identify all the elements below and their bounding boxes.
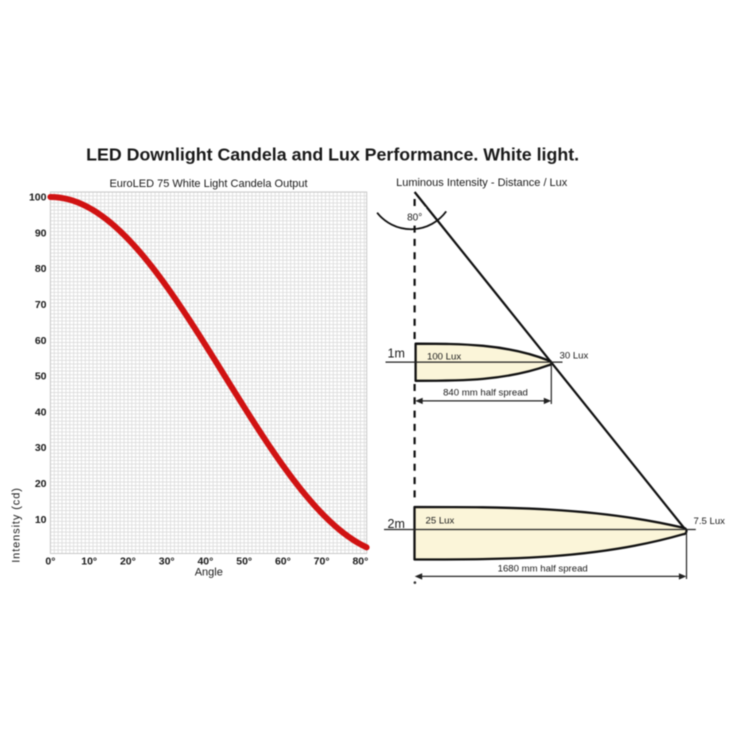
svg-text:20: 20 — [35, 478, 47, 490]
svg-text:40°: 40° — [197, 556, 213, 568]
svg-text:Luminous Intensity - Distance: Luminous Intensity - Distance / Lux — [396, 177, 568, 189]
svg-text:25 Lux: 25 Lux — [426, 515, 455, 526]
svg-text:50°: 50° — [236, 556, 252, 568]
svg-text:840 mm half spread: 840 mm half spread — [443, 387, 528, 398]
svg-text:30°: 30° — [159, 556, 175, 568]
svg-text:EuroLED 75 White Light Candela: EuroLED 75 White Light Candela Output — [109, 178, 307, 190]
svg-text:0°: 0° — [45, 556, 55, 568]
svg-text:60°: 60° — [275, 556, 291, 568]
svg-text:10: 10 — [35, 514, 47, 526]
svg-text:100: 100 — [29, 192, 47, 204]
svg-text:30 Lux: 30 Lux — [560, 350, 589, 361]
svg-text:70°: 70° — [314, 556, 330, 568]
svg-text:LED Downlight Candela and Lux: LED Downlight Candela and Lux Performanc… — [86, 145, 579, 165]
svg-text:Angle: Angle — [195, 567, 223, 579]
svg-text:2m: 2m — [388, 517, 405, 531]
svg-text:7.5 Lux: 7.5 Lux — [694, 516, 726, 527]
svg-text:10°: 10° — [81, 556, 97, 568]
svg-text:80°: 80° — [352, 556, 368, 568]
svg-text:90: 90 — [35, 227, 47, 239]
svg-text:60: 60 — [35, 335, 47, 347]
svg-text:30: 30 — [35, 442, 47, 454]
svg-text:100 Lux: 100 Lux — [427, 351, 461, 362]
svg-text:40: 40 — [35, 406, 47, 418]
svg-text:80°: 80° — [407, 212, 422, 223]
svg-text:20°: 20° — [120, 556, 136, 568]
svg-text:1m: 1m — [388, 347, 405, 361]
svg-text:80: 80 — [35, 263, 47, 275]
svg-text:Intensity (cd): Intensity (cd) — [11, 487, 23, 563]
svg-text:70: 70 — [35, 299, 47, 311]
svg-text:1680 mm half spread: 1680 mm half spread — [498, 564, 588, 575]
svg-text:50: 50 — [35, 371, 47, 383]
